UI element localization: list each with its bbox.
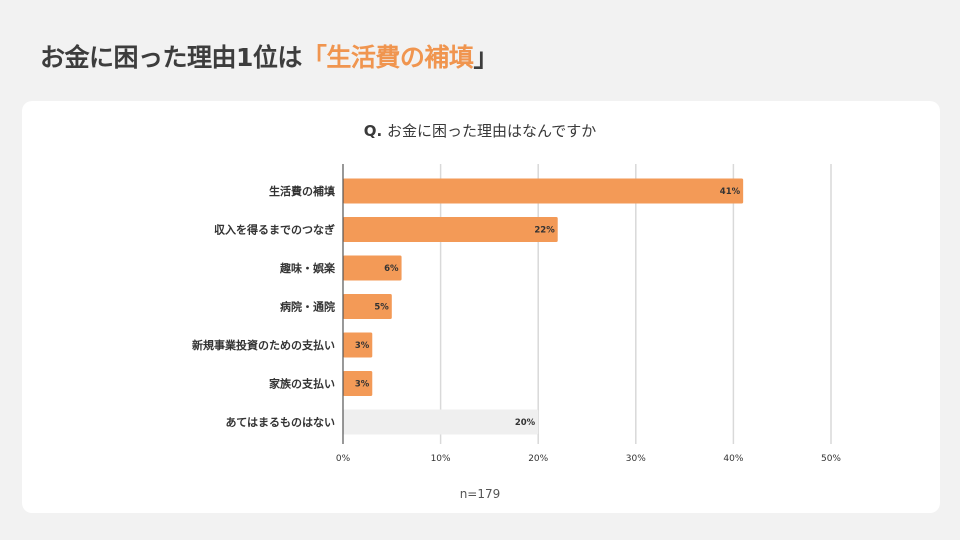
value-label-6: 20% [515, 418, 536, 428]
chart-question: Q. お金に困った理由はなんですか [0, 120, 960, 141]
bar-0 [343, 178, 744, 204]
headline-open-bracket: 「 [301, 43, 327, 72]
category-label-2: 趣味・娯楽 [279, 261, 336, 275]
category-label-5: 家族の支払い [269, 377, 335, 391]
bar-4 [343, 332, 373, 358]
question-marker: Q. [363, 122, 383, 140]
x-tick-label-20: 20% [528, 454, 548, 464]
value-label-4: 3% [355, 341, 370, 351]
chart-card [22, 101, 940, 513]
bar-6 [343, 409, 539, 435]
value-label-3: 5% [374, 303, 389, 313]
category-label-4: 新規事業投資のための支払い [192, 338, 335, 352]
x-tick-label-50: 50% [821, 454, 841, 464]
bar-5 [343, 371, 373, 396]
headline-close-bracket: 」 [473, 43, 498, 72]
x-tick-label-0: 0% [336, 454, 351, 464]
value-label-5: 3% [355, 380, 370, 390]
bar-1 [343, 217, 558, 242]
category-label-1: 収入を得るまでのつなぎ [214, 223, 335, 237]
category-label-0: 生活費の補填 [269, 184, 335, 198]
x-tick-label-30: 30% [626, 454, 646, 464]
value-label-2: 6% [384, 264, 399, 274]
page-headline: お金に困った理由1位は「生活費の補填」 [40, 38, 498, 74]
headline-highlight: 生活費の補填 [326, 43, 474, 72]
category-label-3: 病院・通院 [280, 300, 335, 314]
x-tick-label-40: 40% [723, 454, 743, 464]
question-text: お金に困った理由はなんですか [382, 122, 597, 140]
value-label-1: 22% [534, 226, 555, 236]
bar-2 [343, 255, 402, 281]
value-label-0: 41% [720, 187, 741, 197]
x-tick-label-10: 10% [431, 454, 451, 464]
bar-3 [343, 294, 392, 319]
headline-prefix: お金に困った理由1位は [40, 43, 302, 72]
sample-size: n=179 [459, 487, 501, 501]
category-label-6: あてはまるものはない [225, 416, 335, 429]
